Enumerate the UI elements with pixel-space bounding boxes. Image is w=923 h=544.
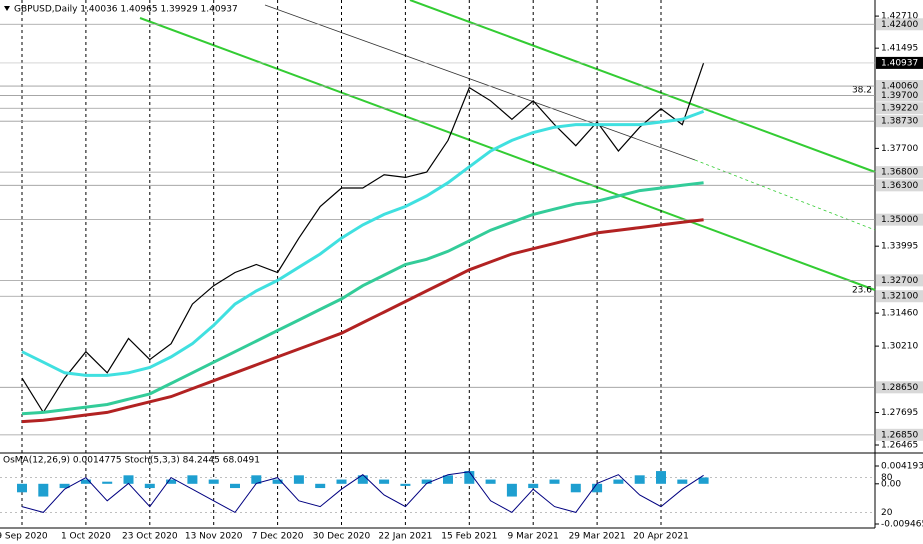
chart-title: GBPUSD,Daily 1.40036 1.40965 1.39929 1.4… xyxy=(14,5,238,15)
level-box xyxy=(876,381,923,394)
y-tick-label: 1.26465 xyxy=(881,441,918,451)
x-tick-label: 29 Mar 2021 xyxy=(569,532,626,542)
osc-tick-label: 0.00 xyxy=(881,479,901,489)
osma-bar xyxy=(485,479,496,484)
osma-bar xyxy=(230,483,240,489)
x-tick-label: 13 Nov 2020 xyxy=(185,532,243,542)
stoch-tick-label: 20 xyxy=(881,508,893,518)
y-tick-label: 1.37700 xyxy=(881,144,918,154)
series-line xyxy=(21,218,704,424)
x-tick-label: 9 Sep 2020 xyxy=(0,532,48,542)
osma-bar xyxy=(677,479,688,484)
osma-bar xyxy=(570,483,581,493)
level-box xyxy=(876,428,923,441)
series-line xyxy=(21,109,705,377)
level-box xyxy=(876,179,923,192)
y-tick-label: 1.27695 xyxy=(881,408,918,418)
x-tick-label: 23 Oct 2020 xyxy=(122,532,178,542)
y-tick-label: 1.30210 xyxy=(881,342,918,352)
level-box xyxy=(876,89,923,102)
x-tick-label: 1 Oct 2020 xyxy=(61,532,111,542)
level-box xyxy=(876,213,923,226)
level-box xyxy=(876,115,923,128)
osma-bar xyxy=(549,479,560,484)
osma-bar xyxy=(251,475,262,484)
current-price-label: 1.40937 xyxy=(881,58,918,68)
x-tick-label: 9 Mar 2021 xyxy=(508,532,559,542)
level-label: 1.28650 xyxy=(881,383,918,393)
osma-bar xyxy=(80,479,91,484)
x-tick-label: 15 Feb 2021 xyxy=(441,532,497,542)
symbol-arrow xyxy=(4,6,10,11)
level-box xyxy=(876,80,923,93)
y-tick-label: 1.31460 xyxy=(881,309,918,319)
osma-bar xyxy=(17,483,27,493)
series-line xyxy=(21,62,705,414)
level-box xyxy=(876,18,923,31)
osma-bar xyxy=(123,475,134,484)
osma-bar xyxy=(400,483,411,486)
osma-bar xyxy=(272,479,283,484)
series-line xyxy=(21,181,704,416)
level-label: 1.42400 xyxy=(881,20,918,30)
level-label: 1.40060 xyxy=(881,82,918,92)
level-box xyxy=(876,290,923,303)
osma-bar xyxy=(421,479,432,484)
y-tick-label: 1.41495 xyxy=(881,44,918,54)
osma-bar xyxy=(634,475,645,484)
osma-bar xyxy=(208,479,219,484)
current-price-box xyxy=(876,56,923,69)
osma-bar xyxy=(315,483,326,489)
osma-bar xyxy=(144,483,155,489)
stoch-tick-label: 80 xyxy=(881,473,893,483)
stoch-line xyxy=(21,471,704,514)
x-tick-label: 22 Jan 2021 xyxy=(378,532,432,542)
level-label: 1.39700 xyxy=(881,91,918,101)
osma-bar xyxy=(38,483,49,497)
osma-bar xyxy=(506,483,517,497)
osma-bar xyxy=(293,475,304,484)
osma-bar xyxy=(102,481,113,484)
osc-tick-label: 0.004193 xyxy=(881,462,923,472)
level-label: 1.35000 xyxy=(881,215,918,225)
fib-label: 38.2 xyxy=(852,86,872,96)
osma-bar xyxy=(336,479,347,484)
x-tick-label: 20 Apr 2021 xyxy=(633,532,689,542)
level-label: 1.32100 xyxy=(881,292,918,302)
level-box xyxy=(876,274,923,287)
osma-bar xyxy=(443,475,453,484)
osma-bar xyxy=(464,471,475,484)
osma-bar xyxy=(613,479,624,484)
oscillator-title: OsMA(12,26,9) 0.0014775 Stoch(5,3,3) 84.… xyxy=(3,456,260,466)
level-label: 1.38730 xyxy=(881,117,918,127)
trend-line xyxy=(139,17,876,291)
y-tick-label: 1.42710 xyxy=(881,12,918,22)
osma-bar xyxy=(379,479,390,484)
osma-bar xyxy=(187,475,198,484)
osma-bar xyxy=(59,483,70,489)
level-label: 1.36800 xyxy=(881,168,918,178)
x-tick-label: 7 Dec 2020 xyxy=(252,532,304,542)
level-label: 1.39220 xyxy=(881,104,918,114)
osma-bar xyxy=(357,475,368,484)
level-box xyxy=(876,166,923,179)
fib-label: 23.6 xyxy=(852,286,872,296)
osma-bar xyxy=(656,471,666,484)
trend-line xyxy=(264,4,696,161)
osma-bar xyxy=(698,477,709,484)
y-tick-label: 1.33995 xyxy=(881,242,918,252)
trend-line xyxy=(694,159,876,231)
osma-bar xyxy=(528,483,539,489)
level-label: 1.26850 xyxy=(881,430,918,440)
osc-tick-label: -0.009465 xyxy=(881,520,923,530)
osma-bar xyxy=(592,483,603,493)
level-box xyxy=(876,102,923,115)
level-label: 1.36300 xyxy=(881,181,918,191)
x-tick-label: 30 Dec 2020 xyxy=(313,532,371,542)
level-label: 1.32700 xyxy=(881,276,918,286)
osma-bar xyxy=(166,479,177,484)
